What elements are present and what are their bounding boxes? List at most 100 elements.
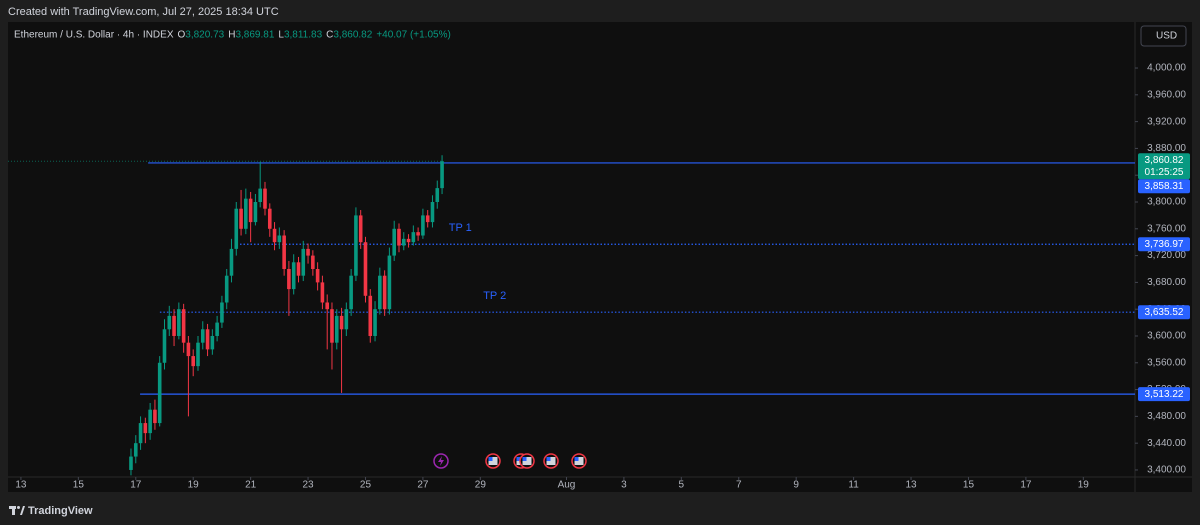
candle-body — [263, 188, 267, 209]
candle-body — [315, 268, 320, 283]
x-tick-label: 11 — [848, 480, 859, 491]
candle-body — [181, 309, 186, 343]
price-line-label: 3,736.97 — [1145, 239, 1184, 250]
candle-body — [425, 215, 430, 223]
candle-body — [272, 228, 277, 243]
brand: TradingView — [28, 505, 93, 517]
price-line-box — [1138, 237, 1190, 252]
candle-body — [258, 188, 262, 203]
candle-body — [234, 208, 239, 249]
ohlc-value: 3,860.82 — [333, 30, 372, 41]
candle-body — [421, 215, 425, 236]
event-flag — [574, 457, 584, 465]
event-flag — [488, 457, 498, 465]
ohlc-key: L — [278, 30, 284, 41]
x-tick-label: 9 — [793, 480, 799, 491]
ohlc-key: H — [228, 30, 235, 41]
candle-body — [229, 248, 234, 276]
candle-body — [133, 443, 138, 457]
x-tick-label: 15 — [73, 480, 85, 491]
candle-body — [186, 342, 191, 357]
y-tick-label: 3,920.00 — [1147, 116, 1186, 127]
y-tick-label: 3,760.00 — [1147, 223, 1186, 234]
countdown: 01:25:25 — [1145, 167, 1184, 178]
candle-body — [129, 456, 133, 470]
candle-body — [358, 215, 363, 243]
x-tick-label: 3 — [621, 480, 627, 491]
price-line-label: 3,513.22 — [1145, 389, 1184, 400]
candle-body — [387, 255, 392, 310]
candle-body — [344, 309, 349, 330]
candle-body — [148, 409, 152, 434]
candle-body — [282, 235, 286, 269]
x-tick-label: 13 — [905, 480, 917, 491]
last-price-box — [1138, 153, 1190, 180]
candle-body — [191, 356, 196, 367]
candle-body — [267, 208, 272, 229]
y-tick-label: 3,880.00 — [1147, 143, 1186, 154]
events — [433, 453, 587, 469]
y-tick-label: 3,560.00 — [1147, 357, 1186, 368]
symbol-title: Ethereum / U.S. Dollar · 4h · INDEX — [14, 30, 174, 41]
candle-body — [306, 248, 310, 256]
ohlc-value: 3,811.83 — [284, 30, 323, 41]
event-flag-canton — [516, 457, 521, 461]
y-tick-label: 3,800.00 — [1147, 197, 1186, 208]
x-tick-label: 17 — [130, 480, 142, 491]
x-tick-label: 17 — [1020, 480, 1032, 491]
candle-body — [368, 295, 373, 336]
x-tick-label: 19 — [188, 480, 200, 491]
candle-body — [349, 275, 353, 310]
x-tick-label: 19 — [1078, 480, 1090, 491]
ohlc-value: 3,820.73 — [185, 30, 224, 41]
candle-body — [287, 268, 291, 290]
x-tick-label: 15 — [963, 480, 975, 491]
x-tick-label: 7 — [736, 480, 742, 491]
y-tick-label: 3,680.00 — [1147, 277, 1186, 288]
event-flag-canton — [574, 457, 579, 461]
currency-button[interactable] — [1140, 25, 1187, 47]
tv-logo — [9, 506, 25, 515]
candle-body — [162, 329, 167, 363]
x-tick-label: 27 — [417, 480, 429, 491]
currency[interactable]: USD — [1156, 31, 1177, 42]
candle-body — [334, 315, 339, 343]
candle-body — [378, 275, 382, 310]
ohlc-value: 3,869.81 — [235, 30, 274, 41]
candle-body — [248, 198, 253, 223]
price-line-name: TP 1 — [449, 222, 472, 234]
candle-body — [392, 228, 396, 256]
candle-body — [138, 423, 143, 444]
candle-body — [239, 208, 243, 229]
candle-body — [330, 309, 334, 343]
price-line-box — [1138, 305, 1190, 320]
candle-body — [244, 198, 248, 229]
event-flag — [522, 457, 532, 465]
y-tick-label: 3,480.00 — [1147, 411, 1186, 422]
price-line-label: 3,635.52 — [1145, 307, 1184, 318]
candle-body — [291, 262, 296, 290]
candle-body — [205, 329, 210, 350]
candle-body — [339, 315, 344, 330]
candle-body — [224, 275, 229, 303]
change: +40.07 (+1.05%) — [376, 30, 451, 41]
last-price-label: 3,860.82 — [1145, 155, 1184, 166]
candle-body — [382, 275, 387, 310]
event-flag — [546, 457, 556, 465]
x-tick-label: Aug — [558, 480, 576, 491]
x-tick-label: 23 — [302, 480, 314, 491]
ohlc-key: C — [326, 30, 333, 41]
candle-body — [177, 309, 181, 336]
candle-body — [210, 335, 215, 350]
candle-body — [435, 188, 440, 203]
y-tick-label: 3,960.00 — [1147, 89, 1186, 100]
y-tick-label: 3,600.00 — [1147, 331, 1186, 342]
price-line-box — [1138, 179, 1190, 194]
event-bolt — [438, 456, 444, 466]
candle-body — [167, 315, 172, 330]
candle-body — [301, 248, 306, 276]
candle-body — [373, 309, 377, 336]
event-flag-canton — [522, 457, 527, 461]
y-tick-label: 4,000.00 — [1147, 63, 1186, 74]
